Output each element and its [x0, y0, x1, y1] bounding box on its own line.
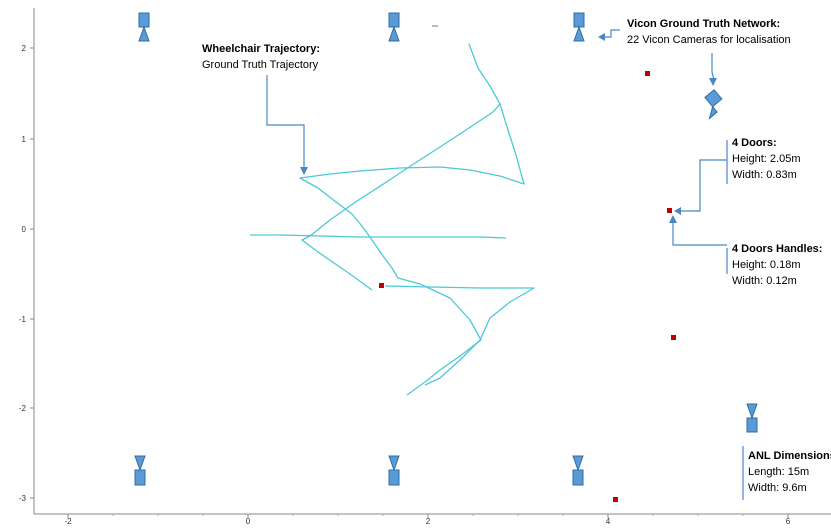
- y-tick-label: 0: [22, 225, 27, 234]
- trajectory-annotation-title: Wheelchair Trajectory:: [202, 43, 320, 55]
- arrowhead-icon: [669, 215, 677, 223]
- door-handle-marker-icon: [613, 497, 618, 502]
- handles-callout-line: [672, 222, 727, 246]
- y-tick-label: -1: [19, 315, 27, 324]
- arrowhead-icon: [300, 167, 308, 175]
- vicon-camera-callout-line: [711, 53, 715, 81]
- callout-lines: [266, 29, 744, 500]
- trajectory-path: [301, 43, 501, 291]
- annotation-vicon: Vicon Ground Truth Network: 22 Vicon Cam…: [627, 18, 791, 46]
- camera-icon: [572, 455, 584, 486]
- door-handle-marker-icon: [379, 283, 384, 288]
- y-tick-label: -2: [19, 404, 27, 413]
- door-handle-markers: [379, 71, 676, 502]
- trajectory-annotation-line: Ground Truth Trajectory: [202, 59, 319, 71]
- arrowhead-icon: [674, 207, 681, 215]
- annotation-trajectory: Wheelchair Trajectory: Ground Truth Traj…: [202, 43, 320, 71]
- camera-icon: [134, 455, 146, 486]
- x-tick-label: 0: [246, 517, 251, 525]
- annotation-handles: 4 Doors Handles: Height: 0.18m Width: 0.…: [732, 243, 822, 287]
- vicon-annotation-title: Vicon Ground Truth Network:: [627, 18, 780, 30]
- camera-icon: [388, 455, 400, 486]
- camera-icon: [138, 12, 150, 42]
- camera-icon: [704, 89, 723, 120]
- arrowhead-icon: [709, 78, 717, 86]
- trajectory-callout-line: [266, 75, 305, 168]
- handles-annotation-title: 4 Doors Handles:: [732, 243, 822, 255]
- x-tick-label: -2: [64, 517, 72, 525]
- handles-annotation-line: Width: 0.12m: [732, 275, 797, 287]
- anl-annotation-line: Width: 9.6m: [748, 482, 807, 494]
- wheelchair-trajectory: [250, 43, 535, 396]
- y-tick-label: 1: [22, 135, 27, 144]
- doors-annotation-line: Width: 0.83m: [732, 169, 797, 181]
- y-tick-label: -3: [19, 494, 27, 503]
- door-handle-marker-icon: [645, 71, 650, 76]
- trajectory-path: [299, 103, 525, 396]
- arrowhead-icon: [598, 33, 605, 41]
- doors-callout-line: [681, 159, 727, 212]
- vicon-callout-line: [604, 29, 620, 38]
- annotation-anl: ANL Dimensions Length: 15m Width: 9.6m: [748, 450, 831, 494]
- trajectory-path: [384, 285, 535, 386]
- anl-annotation-title: ANL Dimensions: [748, 450, 831, 462]
- axes: 2 1 0 -1 -2 -3 -2 0 2 4 6: [19, 8, 831, 526]
- door-handle-marker-icon: [667, 208, 672, 213]
- x-tick-label: 2: [426, 517, 431, 525]
- x-tick-label: 6: [786, 517, 791, 525]
- door-handle-marker-icon: [671, 335, 676, 340]
- y-tick-label: 2: [22, 44, 27, 53]
- doors-annotation-title: 4 Doors:: [732, 137, 777, 149]
- doors-annotation-line: Height: 2.05m: [732, 153, 800, 165]
- camera-icon: [746, 403, 758, 433]
- camera-icon: [573, 12, 585, 42]
- small-marker-icon: [432, 25, 438, 27]
- handles-annotation-line: Height: 0.18m: [732, 259, 800, 271]
- camera-icon: [388, 12, 400, 42]
- anl-annotation-line: Length: 15m: [748, 466, 809, 478]
- vicon-annotation-line: 22 Vicon Cameras for localisation: [627, 34, 791, 46]
- annotation-doors: 4 Doors: Height: 2.05m Width: 0.83m: [732, 137, 800, 181]
- x-tick-label: 4: [606, 517, 611, 525]
- trajectory-path: [250, 234, 507, 239]
- vicon-cameras: [134, 12, 758, 486]
